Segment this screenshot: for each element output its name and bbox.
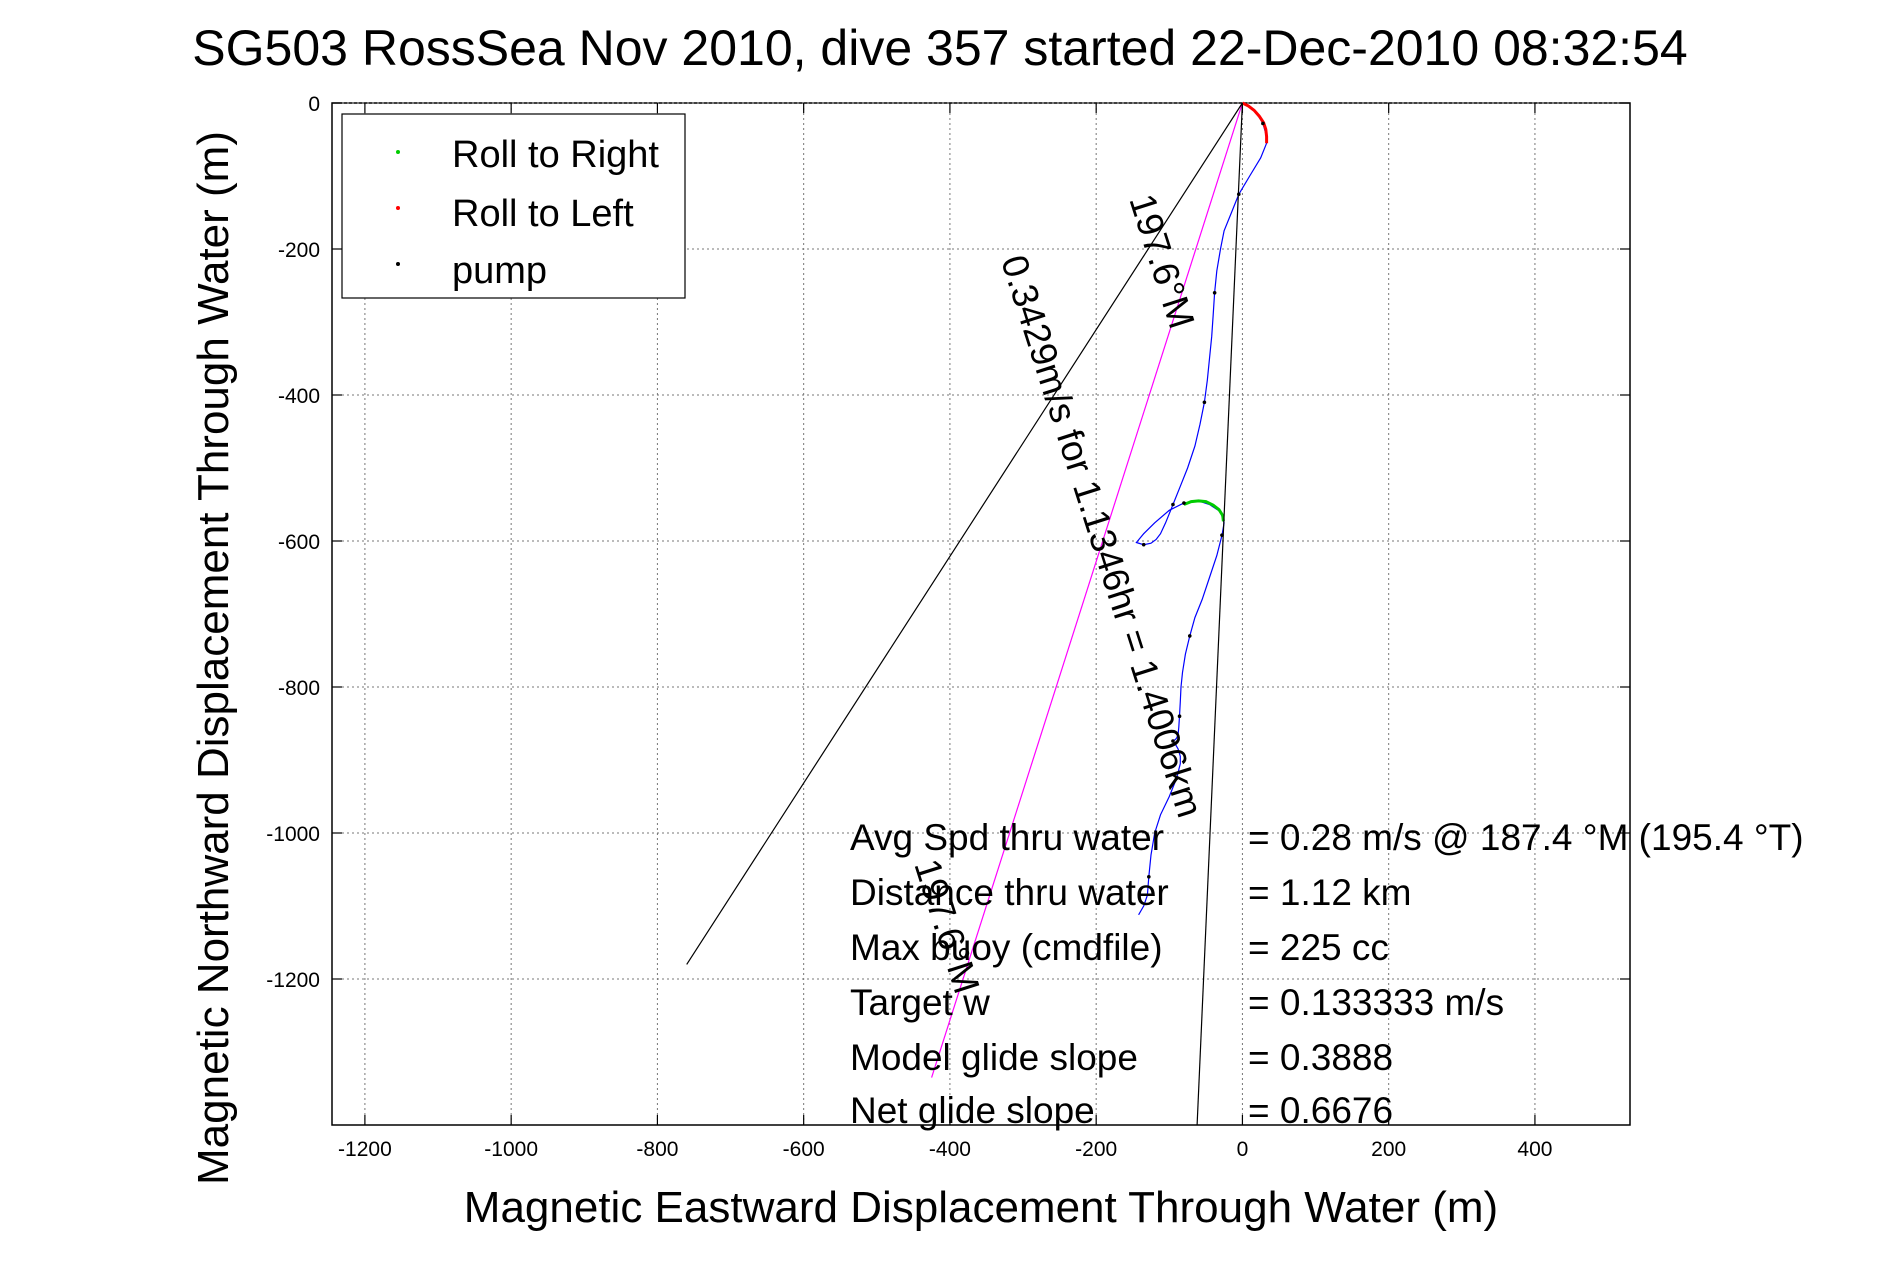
pump-marker bbox=[1236, 192, 1241, 197]
x-ticks: -1200 -1000 -800 -600 -400 -200 0 200 400 bbox=[338, 103, 1552, 1161]
legend-marker-roll-right bbox=[396, 150, 400, 154]
plot-frame bbox=[331, 102, 1631, 1126]
x-tick-label: -400 bbox=[929, 1138, 971, 1161]
legend-box bbox=[341, 113, 686, 299]
stat-value-avg-speed: = 0.28 m/s @ 187.4 °M (195.4 °T) bbox=[1248, 817, 1804, 858]
pump-marker bbox=[1174, 776, 1179, 781]
x-tick-label: 400 bbox=[1517, 1138, 1552, 1161]
stat-label-max-buoy: Max buoy (cmdfile) bbox=[850, 927, 1163, 968]
legend-marker-roll-left bbox=[396, 206, 400, 210]
pump-marker bbox=[1177, 714, 1182, 718]
y-ticks: 0 -200 -400 -600 -800 -1000 -1200 bbox=[266, 93, 1630, 992]
legend-label-roll-right: Roll to Right bbox=[452, 134, 659, 176]
series-line-3 bbox=[931, 102, 1243, 1078]
series-line-5 bbox=[1196, 102, 1243, 1126]
y-axis-label: Magnetic Northward Displacement Through … bbox=[189, 131, 238, 1185]
x-tick-label: 200 bbox=[1371, 1138, 1406, 1161]
series-line-2 bbox=[1183, 499, 1225, 522]
y-tick-label: -200 bbox=[278, 239, 320, 262]
legend: Roll to Right Roll to Left pump bbox=[341, 113, 686, 299]
pump-marker bbox=[1220, 533, 1224, 537]
legend-marker-pump bbox=[396, 262, 400, 266]
rotated-label-heading-upper: 197.6°M bbox=[1121, 189, 1202, 333]
pump-marker bbox=[1212, 291, 1217, 295]
series-layer bbox=[686, 101, 1269, 1126]
stat-label-distance: Distance thru water bbox=[850, 872, 1169, 913]
stat-value-max-buoy: = 225 cc bbox=[1248, 927, 1389, 968]
stat-label-net-glide: Net glide slope bbox=[850, 1090, 1095, 1131]
pump-marker bbox=[1261, 121, 1265, 126]
x-tick-label: -1000 bbox=[484, 1138, 538, 1161]
y-tick-label: -600 bbox=[278, 531, 320, 554]
stat-value-target-w: = 0.133333 m/s bbox=[1248, 982, 1504, 1023]
series-line-1 bbox=[1241, 101, 1269, 144]
pump-marker bbox=[1147, 875, 1151, 879]
x-tick-label: -1200 bbox=[338, 1138, 392, 1161]
x-tick-label: -800 bbox=[636, 1138, 678, 1161]
stats-block: Avg Spd thru water = 0.28 m/s @ 187.4 °M… bbox=[850, 817, 1804, 1131]
pump-marker bbox=[1187, 634, 1192, 638]
rotated-label-speed: 0.3429m/s for 1.1346hr = 1.4006km bbox=[993, 250, 1211, 822]
y-tick-label: -800 bbox=[278, 677, 320, 700]
stat-value-model-glide: = 0.3888 bbox=[1248, 1037, 1393, 1078]
y-tick-label: -400 bbox=[278, 385, 320, 408]
legend-label-pump: pump bbox=[452, 250, 547, 292]
series-line-4 bbox=[686, 102, 1243, 965]
pump-marker bbox=[1171, 739, 1175, 743]
chart-title: SG503 RossSea Nov 2010, dive 357 started… bbox=[192, 20, 1687, 76]
y-tick-label: 0 bbox=[308, 93, 320, 116]
pump-marker bbox=[1182, 501, 1186, 505]
x-tick-label: 0 bbox=[1237, 1138, 1249, 1161]
stat-label-model-glide: Model glide slope bbox=[850, 1037, 1138, 1078]
x-tick-label: -200 bbox=[1075, 1138, 1117, 1161]
stat-value-net-glide: = 0.6676 bbox=[1248, 1090, 1393, 1131]
stat-label-target-w: Target w bbox=[850, 982, 990, 1023]
pump-marker bbox=[1141, 542, 1146, 547]
y-tick-label: -1000 bbox=[266, 823, 320, 846]
y-tick-label: -1200 bbox=[266, 969, 320, 992]
stat-value-distance: = 1.12 km bbox=[1248, 872, 1412, 913]
legend-label-roll-left: Roll to Left bbox=[452, 193, 634, 235]
pump-marker bbox=[1171, 502, 1175, 507]
x-tick-label: -600 bbox=[783, 1138, 825, 1161]
pump-marker bbox=[1202, 400, 1207, 405]
x-axis-label: Magnetic Eastward Displacement Through W… bbox=[464, 1183, 1498, 1232]
stat-label-avg-speed: Avg Spd thru water bbox=[850, 817, 1164, 858]
